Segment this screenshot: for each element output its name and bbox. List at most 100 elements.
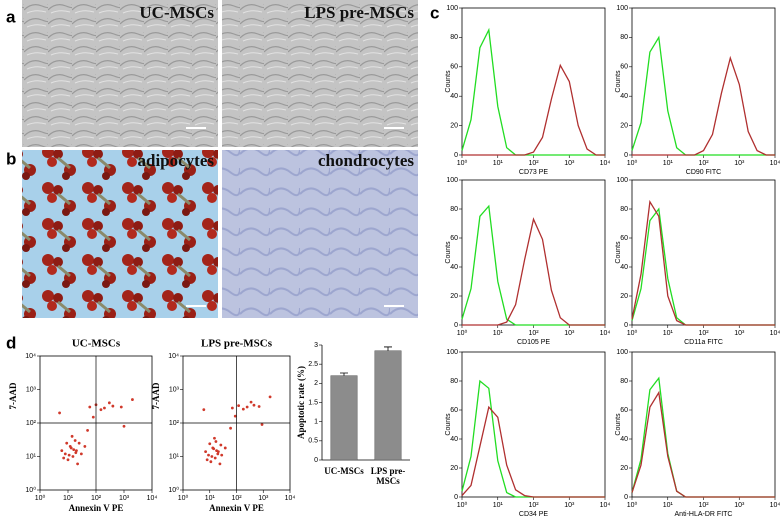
- x-tick-label: 10³: [734, 330, 745, 337]
- y-tick-label: 0: [624, 152, 628, 159]
- event-dot: [72, 448, 76, 452]
- y-tick-label: 10⁴: [25, 353, 36, 360]
- event-dot: [77, 441, 81, 445]
- event-dot: [66, 458, 70, 462]
- x-axis-label: CD90 FITC: [686, 169, 721, 176]
- x-tick-label: 10⁰: [457, 159, 468, 167]
- y-tick-label: 40: [620, 93, 628, 100]
- histogram-line: [631, 376, 775, 498]
- x-tick-label: 10³: [258, 495, 269, 502]
- y-tick-label: 10⁴: [168, 353, 179, 360]
- photo: [222, 150, 418, 318]
- y-tick-label: 10²: [26, 420, 37, 427]
- event-dot: [74, 451, 78, 455]
- x-tick-label: 10²: [698, 502, 709, 509]
- x-tick-label: UC-MSCs: [324, 466, 364, 476]
- y-tick-label: 100: [446, 177, 458, 184]
- event-dot: [63, 452, 67, 456]
- plot-frame: [631, 179, 776, 326]
- y-axis-label: Counts: [445, 413, 452, 436]
- event-dot: [230, 406, 234, 410]
- histogram-line: [462, 63, 605, 156]
- y-axis-label: Counts: [615, 413, 622, 436]
- event-dot: [103, 406, 106, 410]
- photo-panels: UC-MSCs LPS pre-MSCs adipocytes chondroc…: [22, 0, 418, 318]
- x-tick-label: 10⁰: [627, 501, 638, 509]
- event-dot: [214, 440, 218, 443]
- event-dot: [210, 455, 214, 458]
- panel-label: c: [430, 3, 439, 22]
- event-dot: [233, 414, 237, 418]
- y-tick-label: 20: [620, 293, 628, 300]
- y-tick-label: 80: [620, 378, 628, 385]
- x-tick-label: 10¹: [63, 495, 74, 502]
- x-tick-label: 10⁰: [457, 501, 468, 509]
- event-dot: [219, 443, 223, 447]
- y-axis-label: 7-AAD: [8, 382, 18, 409]
- event-dot: [249, 400, 253, 404]
- plot-frame: [461, 179, 606, 326]
- x-tick-label: LPS pre-MSCs: [370, 466, 406, 486]
- histogram-line: [461, 204, 605, 326]
- y-tick-label: 0: [624, 494, 628, 501]
- x-tick-label: 10³: [119, 495, 130, 502]
- event-dot: [207, 453, 210, 457]
- x-axis-label: Annexin V PE: [209, 503, 264, 513]
- x-tick-label: 10⁴: [600, 502, 611, 509]
- y-tick-label: 60: [450, 64, 458, 71]
- event-dot: [131, 398, 134, 401]
- event-dot: [70, 434, 74, 438]
- event-dot: [202, 408, 206, 412]
- photo: [22, 150, 218, 318]
- y-tick-label: 3: [314, 342, 318, 349]
- x-tick-label: 10¹: [493, 330, 504, 337]
- y-tick-label: 10³: [26, 386, 37, 393]
- y-tick-label: 20: [450, 465, 458, 472]
- y-axis-label: Counts: [615, 241, 622, 264]
- y-tick-label: 80: [620, 34, 628, 41]
- scatter-title: UC-MSCs: [72, 338, 121, 350]
- x-tick-label-box: LPS pre-MSCs: [370, 466, 406, 486]
- x-tick-label: 10²: [231, 495, 242, 502]
- x-tick-label: 10¹: [663, 160, 674, 167]
- x-tick-label: 10¹: [663, 502, 674, 509]
- x-tick-label: 10¹: [205, 495, 216, 502]
- y-tick-label: 80: [450, 378, 458, 385]
- y-tick-label: 40: [450, 436, 458, 443]
- histogram-line: [631, 35, 775, 156]
- y-tick-label: 40: [450, 93, 458, 100]
- event-dot: [212, 447, 216, 451]
- event-dot: [86, 429, 89, 432]
- event-dot: [79, 452, 83, 456]
- event-dot: [67, 453, 71, 457]
- plot-frame: [461, 7, 606, 156]
- image-label: adipocytes: [138, 151, 215, 170]
- event-dot: [62, 456, 66, 460]
- image-label: UC-MSCs: [139, 3, 214, 22]
- y-tick-label: 10²: [169, 420, 180, 427]
- event-dot: [237, 404, 241, 408]
- x-axis-label: CD11a FITC: [684, 339, 723, 346]
- x-tick-label: 10⁴: [600, 330, 611, 337]
- event-dot: [268, 395, 272, 399]
- y-tick-label: 40: [620, 436, 628, 443]
- y-tick-label: 0: [454, 152, 458, 159]
- y-tick-label: 100: [446, 349, 458, 356]
- image-label: LPS pre-MSCs: [304, 3, 414, 22]
- y-tick-label: 2: [314, 380, 318, 387]
- x-tick-label: 10⁰: [457, 329, 468, 337]
- event-dot: [111, 404, 115, 408]
- histogram-line: [631, 390, 775, 498]
- bar: [330, 375, 358, 461]
- event-dot: [218, 462, 222, 466]
- event-dot: [204, 450, 208, 454]
- bar: [374, 350, 402, 461]
- y-tick-label: 20: [450, 293, 458, 300]
- y-tick-label: 1.5: [308, 399, 318, 406]
- photo: [22, 0, 218, 147]
- x-tick-label: 10¹: [663, 330, 674, 337]
- histogram-line: [461, 379, 605, 498]
- x-tick-label: 10²: [528, 160, 539, 167]
- x-tick-label: 10²: [91, 495, 102, 502]
